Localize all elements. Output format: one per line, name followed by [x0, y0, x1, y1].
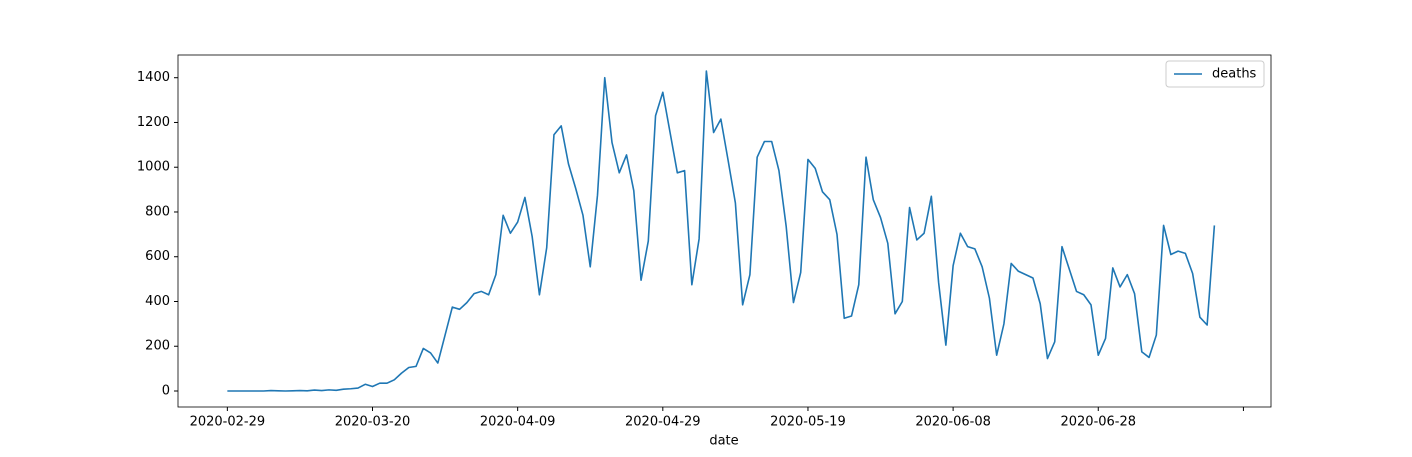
x-axis-label: date [709, 434, 738, 449]
legend-box [1165, 60, 1265, 88]
y-tick-label: 600 [145, 249, 170, 264]
y-tick-label: 1000 [137, 160, 170, 175]
y-tick-label: 400 [145, 294, 170, 309]
x-tick-label: 2020-04-29 [625, 415, 701, 430]
plot-frame [177, 54, 1272, 408]
y-tick-label: 1200 [137, 115, 170, 130]
line-series [227, 70, 1216, 392]
y-tick-label: 800 [145, 204, 170, 219]
x-tick-label: 2020-04-09 [480, 415, 556, 430]
y-tick-label: 1400 [137, 70, 170, 85]
x-tick-label: 2020-03-20 [335, 415, 411, 430]
x-tick-label: 2020-06-08 [915, 415, 991, 430]
x-tick-label: 2020-06-28 [1060, 415, 1136, 430]
y-tick-label: 200 [145, 339, 170, 354]
x-tick-label: 2020-05-19 [770, 415, 846, 430]
x-tick-label: 2020-02-29 [190, 415, 266, 430]
y-tick-label: 0 [162, 384, 170, 399]
legend-label: deaths [1212, 67, 1257, 82]
